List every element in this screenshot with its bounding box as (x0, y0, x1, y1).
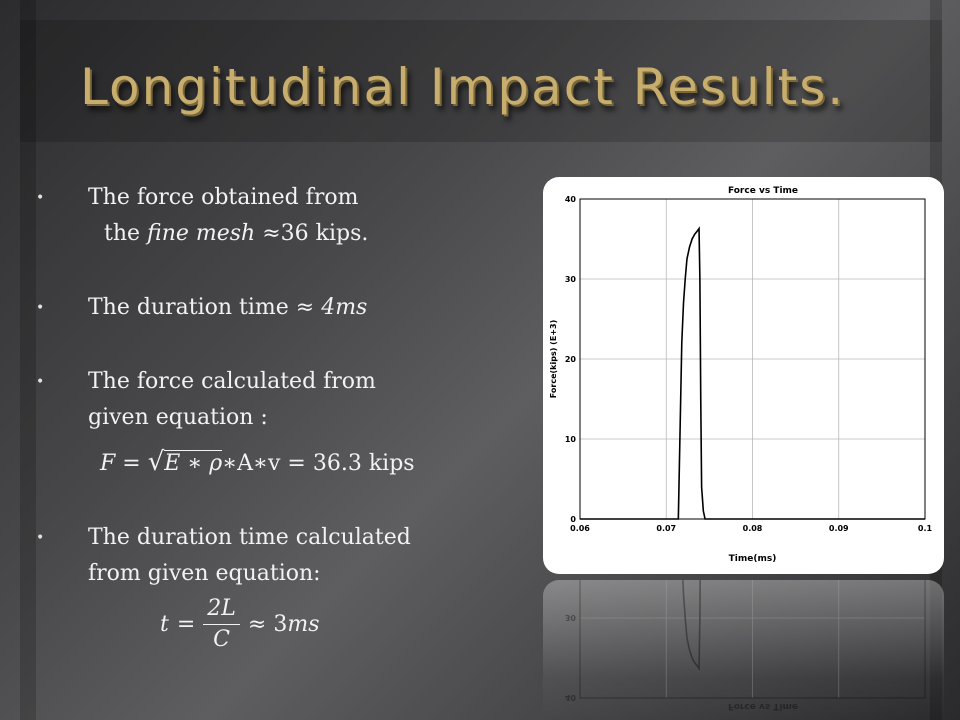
title-band (20, 20, 942, 142)
chart-x-tick-label: 0.07 (656, 524, 676, 533)
chart-plot-frame (579, 198, 926, 520)
bullet-text: The duration time ≈ (88, 295, 322, 320)
math-text: C (213, 627, 230, 652)
bullet-text-line2: given equation : (88, 405, 268, 430)
bullet-text-line2: from given equation: (88, 561, 321, 586)
bullet-dot-icon: • (36, 530, 45, 546)
bullet-text-line2: the fine mesh ≈36 kips. (88, 216, 510, 252)
math-text: = (122, 451, 148, 476)
chart-x-tick-label: 0.09 (829, 524, 849, 533)
sqrt-icon: √ (147, 447, 165, 477)
math-text: ≈ 3 (247, 611, 288, 637)
math-text: 2L (203, 594, 240, 625)
math-text: ms (287, 611, 320, 637)
text-segment: ≈36 kips. (255, 221, 369, 246)
bullet-item-force-calculated: • The force calculated from given equati… (30, 364, 510, 482)
chart-y-tick-label: 20 (565, 355, 577, 364)
bullet-dot-icon: • (36, 374, 45, 390)
math-text: = (176, 611, 196, 637)
bullet-text: The force calculated from (88, 369, 376, 394)
bullet-dot-icon: • (36, 300, 45, 316)
chart-y-tick-label: 30 (565, 275, 577, 284)
force-time-chart: Force vs Time 0.06 0.07 0.08 0.09 0.1 0 10 20 30… (549, 186, 933, 564)
math-text: 4ms (321, 295, 368, 320)
decor-stripe-left (20, 0, 36, 720)
bullet-text: The force obtained from (88, 185, 359, 210)
math-text: E ∗ ρ (164, 450, 223, 476)
bullet-list: • The force obtained from the fine mesh … (30, 180, 510, 655)
text-segment: the (104, 221, 148, 246)
bullet-dot-icon: • (36, 190, 45, 206)
chart-y-tick-label: 40 (565, 195, 577, 204)
chart-x-tick-label: 0.06 (570, 524, 590, 533)
math-text: F (100, 451, 116, 476)
slide-title: Longitudinal Impact Results. (80, 58, 846, 116)
math-text: ∗A∗v = 36.3 kips (222, 451, 415, 476)
bullet-item-force-fine-mesh: • The force obtained from the fine mesh … (30, 180, 510, 252)
fraction: 2L C (203, 594, 240, 655)
chart-series-line (580, 226, 925, 520)
chart-title: Force vs Time (728, 186, 798, 196)
chart-x-axis-label: Time(ms) (729, 554, 777, 564)
bullet-text: The duration time calculated (88, 525, 411, 550)
chart-x-tick-label: 0.08 (743, 524, 763, 533)
chart-x-tick-label: 0.1 (918, 524, 933, 533)
chart-reflection (543, 580, 944, 720)
duration-equation: t = 2L C ≈ 3 ms (88, 594, 510, 655)
chart-y-tick-label: 0 (570, 515, 576, 524)
math-text: t (160, 611, 169, 637)
bullet-item-duration-calculated: • The duration time calculated from give… (30, 520, 510, 655)
chart-y-tick-label: 10 (565, 435, 577, 444)
chart-y-axis-label: Force(kips) (E+3) (549, 320, 558, 398)
bullet-item-duration: • The duration time ≈ 4ms (30, 290, 510, 326)
chart-card: Force vs Time 0.06 0.07 0.08 0.09 0.1 0 10 20 30… (543, 177, 944, 574)
force-equation: F = √E ∗ ρ∗A∗v = 36.3 kips (88, 444, 510, 482)
math-text: fine mesh (147, 221, 256, 246)
